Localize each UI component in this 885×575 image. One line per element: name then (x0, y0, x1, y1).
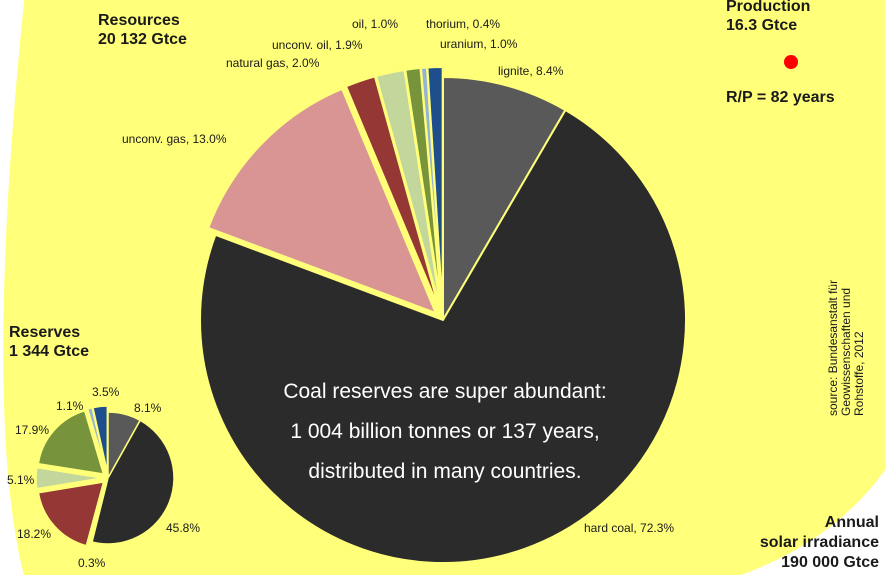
reserves-slice-unconv-oil (35, 466, 103, 490)
reserves-label-oil: 17.9% (15, 423, 49, 437)
reserves-slice-hard-coal (91, 419, 175, 545)
reserves-label-thorium: 1.1% (56, 399, 84, 413)
irradiance-line-3: 190 000 Gtce (781, 554, 879, 571)
resources-slice-lignite (442, 76, 567, 321)
reserves-label-unconv-oil: 5.1% (7, 473, 35, 487)
resources-slice-unconv-gas (207, 87, 437, 315)
production-header: Production 16.3 Gtce (726, 0, 810, 35)
resources-label-uranium: uranium, 1.0% (440, 37, 518, 51)
production-total: 16.3 Gtce (726, 17, 798, 34)
resources-label-natural-gas: natural gas, 2.0% (226, 56, 320, 70)
reserves-label-hard-coal: 45.8% (166, 521, 200, 535)
reserves-pie-labels: 8.1% 45.8% 0.3% 18.2% 5.1% 17.9% 1.1% 3.5% (7, 385, 200, 570)
reserves-label-uranium: 3.5% (92, 385, 120, 399)
coal-reserves-note: Coal reserves are super abundant: 1 004 … (245, 372, 645, 492)
resources-pie-labels: lignite, 8.4% hard coal, 72.3% unconv. gas… (122, 17, 674, 535)
reserves-label-unconv-gas: 0.3% (78, 556, 106, 570)
production-title: Production (726, 0, 811, 15)
reserves-pie (35, 405, 175, 549)
resources-title: Resources (98, 12, 180, 29)
reserves-slice-unconv-gas (88, 483, 108, 549)
rp-ratio: R/P = 82 years (726, 89, 835, 106)
note-line-2: 1 004 billion tonnes or 137 years, (290, 420, 600, 443)
resources-slice-natural-gas (345, 75, 441, 312)
irradiance-line-2: solar irradiance (759, 534, 879, 551)
resources-slice-uranium (426, 66, 444, 312)
resources-pie (199, 66, 687, 564)
reserves-slice-uranium (92, 405, 109, 473)
source-note: source: Bundesanstalt für Geowissenschaf… (826, 246, 885, 416)
reserves-title: Reserves (9, 324, 81, 341)
resources-label-hard-coal: hard coal, 72.3% (584, 521, 674, 535)
resources-label-unconv-gas: unconv. gas, 13.0% (122, 132, 227, 146)
resources-header: Resources 20 132 Gtce (98, 11, 187, 49)
reserves-slice-oil (37, 410, 105, 475)
reserves-total: 1 344 Gtce (9, 343, 90, 360)
reserves-label-lignite: 8.1% (134, 401, 162, 415)
source-line-3: Rohstoffe, 2012 (852, 331, 866, 416)
resources-total: 20 132 Gtce (98, 31, 187, 48)
reserves-slice-thorium (86, 407, 108, 473)
reserves-label-natural-gas: 18.2% (17, 527, 51, 541)
reserves-slice-natural-gas (37, 481, 105, 547)
resources-label-unconv-oil: unconv. oil, 1.9% (272, 38, 363, 52)
note-line-3: distributed in many countries. (308, 460, 582, 483)
solar-irradiance-label: Annual solar irradiance 190 000 Gtce (709, 513, 879, 573)
resources-label-thorium: thorium, 0.4% (426, 17, 500, 31)
irradiance-line-1: Annual (824, 514, 879, 531)
reserves-header: Reserves 1 344 Gtce (9, 323, 89, 361)
note-line-1: Coal reserves are super abundant: (283, 380, 607, 403)
resources-label-lignite: lignite, 8.4% (498, 64, 564, 78)
production-dot (784, 55, 798, 69)
resources-label-oil: oil, 1.0% (352, 17, 398, 31)
resources-slice-hard-coal (199, 109, 687, 564)
